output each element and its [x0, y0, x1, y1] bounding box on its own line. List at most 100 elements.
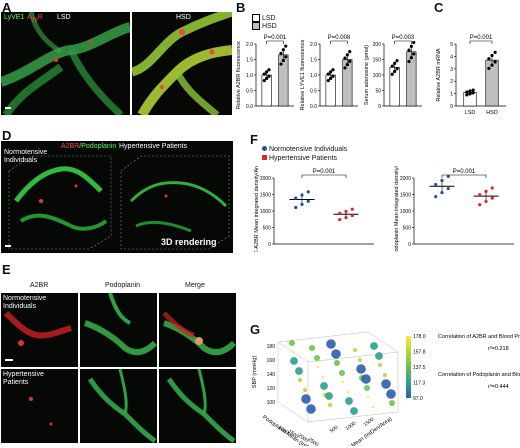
- b-chart-2-point: [395, 59, 399, 63]
- c-group-label: HSD: [486, 110, 498, 116]
- b-chart-1-point: [348, 49, 352, 54]
- d-hyper-label: Hypertensive Patients: [119, 143, 188, 150]
- c-chart-tick-label: 4: [450, 54, 453, 60]
- g-colorbar-label: 157.8: [413, 350, 426, 356]
- b-chart-0-tick-label: 0.0: [246, 104, 253, 110]
- f-chart-0-ylabel: LEC-A2BR Mean integrated density/Area: [254, 166, 260, 252]
- f-chart-0-point: [338, 218, 342, 222]
- b-chart-1-point: [345, 63, 349, 67]
- b-chart-0-tick-label: 0.5: [246, 89, 253, 95]
- b-chart-2-point: [409, 44, 413, 48]
- g-point: [375, 352, 383, 360]
- g-point: [314, 355, 320, 361]
- g-point: [381, 379, 391, 389]
- g-point: [316, 365, 320, 369]
- panel-d-label: D: [2, 128, 12, 143]
- c-chart-p-value: P=0.001: [470, 35, 493, 41]
- e-hyper-merge: [159, 369, 236, 443]
- f-chart-0-tick-label: 1500: [260, 193, 271, 199]
- g-point: [321, 375, 325, 379]
- c-chart-bar-1: [485, 59, 499, 107]
- panel-c-label: C: [434, 0, 444, 15]
- b-chart-0-point: [265, 70, 269, 74]
- b-chart-2-ylabel: Serum adenosine (pmol): [364, 45, 370, 105]
- b-chart-0-point: [279, 51, 283, 55]
- b-chart-1-tick-label: 1.0: [310, 73, 317, 79]
- c-chart-point: [465, 93, 469, 97]
- g-point: [295, 367, 303, 375]
- f-chart-0-point: [344, 209, 348, 213]
- c-chart-point: [471, 91, 475, 95]
- f-chart-0-point: [350, 213, 354, 218]
- b-chart-1-tick-label: 1.5: [310, 58, 317, 64]
- g-colorbar-label: 178.0: [413, 334, 426, 340]
- g-r2: r²=0.444: [488, 384, 509, 390]
- b-chart-1-point: [345, 53, 349, 57]
- c-chart-point: [490, 63, 494, 67]
- f-chart-1-point: [440, 178, 444, 183]
- e-row2-label: Hypertensive Patients: [3, 371, 44, 386]
- panel-b-label: B: [236, 0, 246, 15]
- g-point: [325, 392, 333, 400]
- g-point: [345, 397, 353, 405]
- e-col-a2br: A2BR: [30, 282, 49, 289]
- f-chart-0-point: [338, 211, 342, 216]
- c-chart-tick-label: 5: [450, 42, 453, 48]
- b-chart-2-point: [407, 59, 411, 64]
- c-chart-bracket: [469, 40, 493, 44]
- e-normo-merge: [159, 293, 236, 367]
- g-point: [356, 364, 366, 374]
- b-chart-1-tick-label: 2.0: [310, 42, 317, 48]
- g-z-tick: 160: [267, 358, 276, 364]
- g-point: [334, 360, 340, 366]
- a2br-label-a: A2BR: [27, 14, 43, 24]
- g-box-edge: [307, 351, 399, 363]
- f-chart-0-tick-label: 0: [268, 242, 271, 248]
- hsd-label: HSD: [176, 14, 191, 21]
- b-chart-0-bracket: [266, 40, 284, 44]
- b-chart-2-tick-label: 0: [378, 104, 381, 110]
- g-point: [377, 362, 383, 368]
- lyve1-label: LyVE1: [4, 14, 25, 21]
- d-3d-render-label: 3D rendering: [161, 237, 217, 247]
- panel-d-3d-image: A2BR/Podoplanin Normotensive Individuals…: [1, 141, 233, 253]
- d-normo-label: Normotensive Individuals: [4, 149, 48, 164]
- f-chart-0-point: [294, 205, 298, 210]
- e-col-merge: Merge: [185, 282, 205, 289]
- e-row1-label: Normotensive Individuals: [3, 295, 47, 310]
- c-chart-point: [468, 92, 472, 96]
- b-chart-2-point: [412, 52, 416, 56]
- g-corr1-label: Correlation of A2BR and Blood Pressure:: [438, 334, 520, 340]
- g-x-tick: 2500: [307, 437, 320, 446]
- f-chart-1-tick-label: 1000: [400, 209, 411, 215]
- g-point: [346, 390, 350, 394]
- panel-f-label: F: [250, 132, 258, 147]
- b-chart-0-ylabel: Relative A2BR fluorescence: [236, 41, 242, 109]
- b-chart-1-ylabel: Relative LYVE1 fluorescence: [300, 40, 306, 111]
- g-z-tick: 120: [267, 386, 276, 392]
- b-chart-0-point: [262, 72, 266, 76]
- b-chart-0-tick-label: 1.5: [246, 58, 253, 64]
- f-chart-0-point: [344, 215, 348, 220]
- b-chart-0-point: [284, 44, 288, 48]
- c-chart-point: [490, 53, 494, 58]
- g-point: [371, 405, 375, 409]
- f-chart-1-p-value: P=0.001: [453, 169, 476, 175]
- f-chart-0-point: [294, 196, 298, 200]
- g-y-tick: 500: [329, 425, 339, 435]
- b-chart-0-point: [281, 48, 285, 52]
- b-chart-0-p-value: P=0.001: [264, 35, 287, 41]
- b-chart-1-point: [331, 68, 335, 72]
- b-chart-2-point: [412, 40, 416, 45]
- e-hyper-podoplanin: [80, 369, 157, 443]
- b-chart-0-point: [279, 62, 283, 66]
- f-chart-1-point: [434, 195, 438, 199]
- g-point: [364, 385, 370, 391]
- f-chart-1-point: [446, 174, 450, 179]
- g-point: [382, 372, 388, 378]
- panel-a-hsd-image: HSD: [132, 12, 232, 115]
- b-chart-0-bar-1: [278, 54, 289, 107]
- c-chart-point: [465, 90, 469, 94]
- f-chart-1-bracket: [441, 174, 487, 178]
- legend-hsd: HSD: [252, 22, 277, 30]
